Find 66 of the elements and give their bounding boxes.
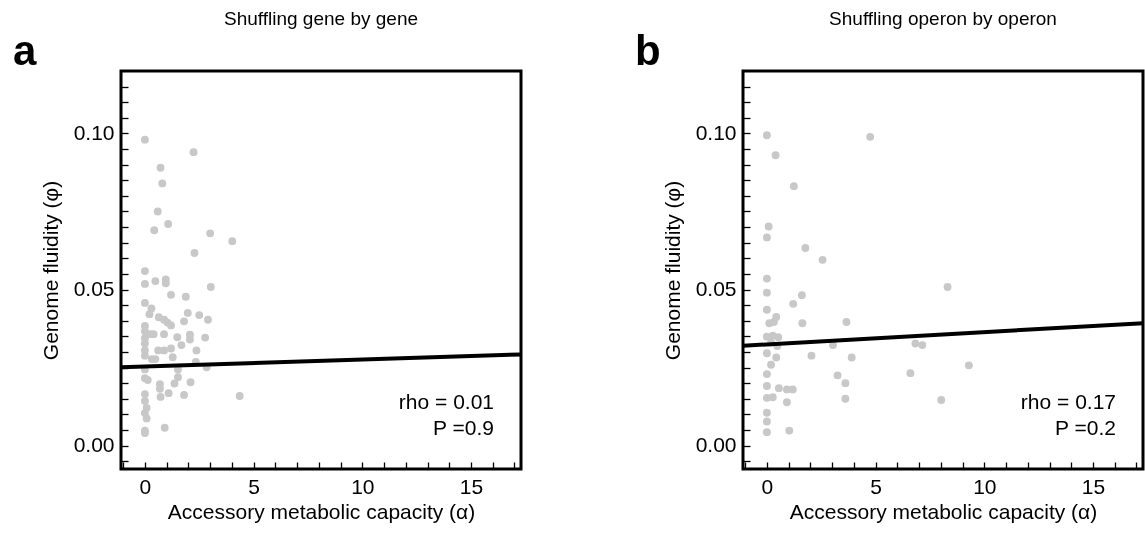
- point: [906, 369, 915, 378]
- point: [762, 408, 771, 417]
- x-tick-label: 5: [248, 474, 260, 498]
- point: [762, 428, 771, 437]
- point: [771, 151, 780, 160]
- annotation: rho = 0.17: [1020, 390, 1116, 413]
- point: [762, 382, 771, 390]
- chart-title: Shuffling operon by operon: [829, 8, 1057, 29]
- chart-title: Shuffling gene by gene: [223, 8, 419, 29]
- y-tick-label: 0.05: [695, 277, 737, 301]
- y-tick-label: 0.00: [695, 433, 737, 457]
- point: [833, 371, 842, 380]
- point: [774, 384, 783, 393]
- point: [767, 360, 775, 369]
- point: [782, 398, 791, 407]
- x-tick-label: 15: [1081, 474, 1106, 498]
- point: [798, 319, 807, 328]
- x-tick-label: 15: [459, 474, 484, 498]
- point: [768, 393, 777, 402]
- point: [762, 349, 771, 358]
- point: [762, 131, 771, 140]
- point: [774, 333, 783, 342]
- y-axis-title: Genome fluidity (φ): [38, 180, 62, 361]
- point: [943, 283, 952, 291]
- point: [937, 396, 946, 404]
- x-tick-label: 10: [973, 474, 997, 498]
- point: [847, 353, 856, 362]
- y-tick-label: 0.10: [695, 120, 737, 144]
- y-tick-label: 0.05: [73, 277, 115, 301]
- point: [762, 370, 771, 379]
- point: [764, 222, 773, 231]
- annotation: P =0.2: [1055, 416, 1116, 439]
- point: [772, 353, 781, 362]
- text: a: [13, 27, 37, 74]
- y-tick-label: 0.00: [73, 433, 115, 457]
- annotation: rho = 0.01: [398, 390, 494, 413]
- text: b: [635, 27, 661, 74]
- point: [762, 305, 771, 314]
- point: [762, 288, 771, 297]
- point: [842, 318, 851, 326]
- point: [762, 417, 771, 426]
- point: [789, 182, 798, 191]
- y-axis-title: Genome fluidity (φ): [660, 180, 684, 361]
- point: [785, 426, 794, 435]
- point: [769, 318, 778, 326]
- point: [789, 299, 798, 308]
- point: [841, 379, 850, 388]
- x-tick-label: 10: [351, 474, 375, 498]
- annotation: P =0.9: [433, 416, 494, 439]
- x-tick-label: 0: [139, 474, 152, 498]
- point: [841, 394, 850, 403]
- point: [918, 341, 927, 349]
- point: [866, 132, 875, 141]
- point: [797, 291, 806, 300]
- y-tick-label: 0.10: [73, 120, 115, 144]
- point: [762, 274, 771, 283]
- x-tick-label: 5: [870, 474, 882, 498]
- x-axis-title: Accessory metabolic capacity (α): [167, 499, 476, 523]
- point: [807, 351, 816, 360]
- x-axis-title: Accessory metabolic capacity (α): [789, 499, 1098, 523]
- point: [911, 339, 920, 348]
- x-tick-label: 0: [761, 474, 774, 498]
- point: [801, 244, 810, 252]
- point: [964, 361, 973, 370]
- point: [818, 255, 827, 264]
- point: [762, 233, 771, 242]
